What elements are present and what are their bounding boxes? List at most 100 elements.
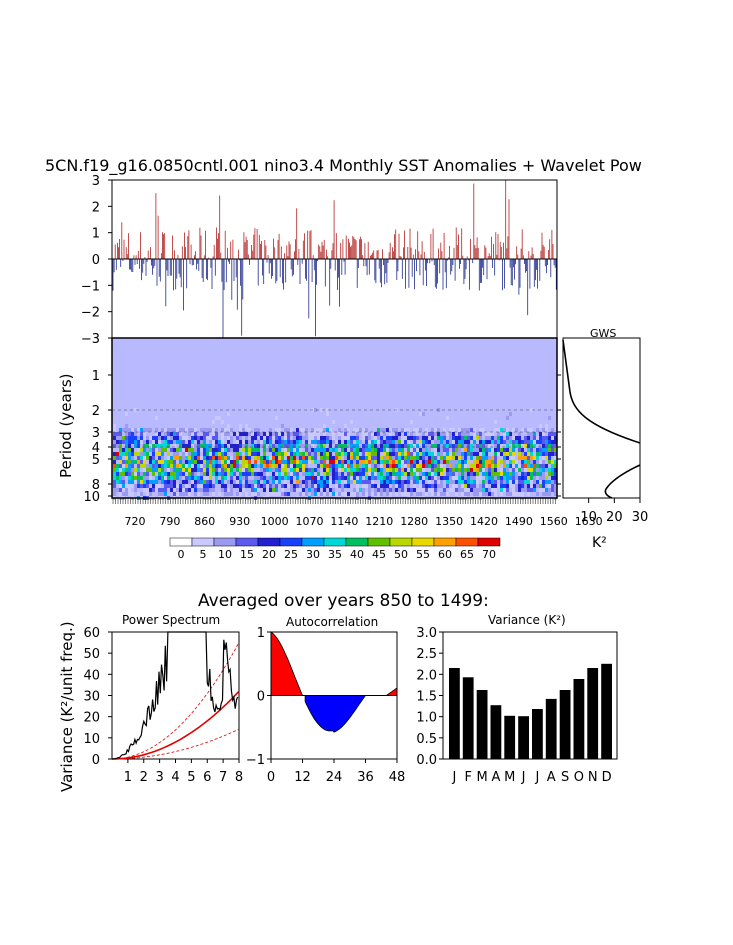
- wavelet-cell: [221, 452, 224, 456]
- wavelet-cell: [263, 480, 266, 484]
- wavelet-cell: [221, 432, 224, 436]
- wavelet-cell: [188, 440, 191, 444]
- wavelet-cell: [329, 436, 332, 440]
- wavelet-cell: [356, 432, 359, 436]
- wavelet-y-tick-label: 3: [92, 426, 100, 441]
- wavelet-cell: [299, 440, 302, 444]
- wavelet-cell: [131, 492, 134, 496]
- wavelet-cell: [317, 432, 320, 436]
- wavelet-cell: [128, 472, 131, 476]
- wavelet-cell: [257, 480, 260, 484]
- wavelet-cell: [380, 472, 383, 476]
- autocorrelation-positive-area: [270, 631, 306, 696]
- wavelet-cell: [434, 468, 437, 472]
- wavelet-cell: [260, 464, 263, 468]
- wavelet-cell: [476, 464, 479, 468]
- wavelet-cell: [335, 492, 338, 496]
- colorbar-tick-label: 50: [394, 548, 408, 561]
- wavelet-cell: [554, 484, 557, 488]
- wavelet-cell: [398, 448, 401, 452]
- wavelet-cell: [239, 484, 242, 488]
- wavelet-cell: [419, 468, 422, 472]
- wavelet-cell: [143, 476, 146, 480]
- wavelet-cell: [275, 452, 278, 456]
- wavelet-cell: [431, 452, 434, 456]
- wavelet-cell: [278, 456, 281, 460]
- wavelet-cell: [245, 472, 248, 476]
- wavelet-cell: [197, 452, 200, 456]
- wavelet-cell: [305, 492, 308, 496]
- wavelet-cell: [416, 456, 419, 460]
- wavelet-cell: [308, 432, 311, 436]
- wavelet-cell: [191, 460, 194, 464]
- gws-frame: [562, 337, 641, 499]
- wavelet-cell: [245, 436, 248, 440]
- figure-title: 5CN.f19_g16.0850cntl.001 nino3.4 Monthly…: [45, 156, 642, 176]
- wavelet-cell: [227, 412, 230, 416]
- wavelet-cell: [506, 448, 509, 452]
- wavelet-cell: [425, 440, 428, 444]
- wavelet-cell: [371, 448, 374, 452]
- wavelet-cell: [299, 480, 302, 484]
- wavelet-cell: [437, 480, 440, 484]
- wavelet-cell: [125, 488, 128, 492]
- wavelet-cell: [212, 420, 215, 424]
- wavelet-cell: [236, 452, 239, 456]
- wavelet-cell: [425, 488, 428, 492]
- wavelet-cell: [503, 476, 506, 480]
- wavelet-cell: [491, 432, 494, 436]
- wavelet-cell: [302, 428, 305, 432]
- wavelet-cell: [353, 488, 356, 492]
- wavelet-cell: [188, 428, 191, 432]
- wavelet-cell: [173, 452, 176, 456]
- wavelet-cell: [299, 452, 302, 456]
- wavelet-cell: [392, 480, 395, 484]
- wavelet-cell: [437, 460, 440, 464]
- wavelet-cell: [221, 420, 224, 424]
- wavelet-cell: [422, 452, 425, 456]
- wavelet-cell: [200, 444, 203, 448]
- wavelet-cell: [296, 476, 299, 480]
- wavelet-cell: [122, 464, 125, 468]
- wavelet-cell: [332, 464, 335, 468]
- wavelet-cell: [302, 492, 305, 496]
- wavelet-cell: [170, 440, 173, 444]
- wavelet-cell: [155, 432, 158, 436]
- wavelet-cell: [410, 488, 413, 492]
- wavelet-cell: [194, 448, 197, 452]
- wavelet-cell: [338, 432, 341, 436]
- wavelet-cell: [350, 444, 353, 448]
- wavelet-cell: [527, 476, 530, 480]
- wavelet-cell: [476, 492, 479, 496]
- wavelet-cell: [335, 480, 338, 484]
- wavelet-cell: [536, 464, 539, 468]
- wavelet-cell: [260, 460, 263, 464]
- wavelet-cell: [176, 476, 179, 480]
- wavelet-cell: [494, 420, 497, 424]
- wavelet-cell: [116, 468, 119, 472]
- wavelet-cell: [524, 436, 527, 440]
- wavelet-cell: [335, 468, 338, 472]
- wavelet-cell: [158, 436, 161, 440]
- wavelet-cell: [326, 456, 329, 460]
- wavelet-cell: [131, 472, 134, 476]
- wavelet-cell: [458, 472, 461, 476]
- wavelet-cell: [491, 480, 494, 484]
- wavelet-cell: [530, 440, 533, 444]
- power-spectrum-lower-bound: [112, 728, 240, 760]
- wavelet-cell: [449, 432, 452, 436]
- wavelet-cell: [182, 484, 185, 488]
- wavelet-cell: [434, 444, 437, 448]
- wavelet-cell: [197, 460, 200, 464]
- wavelet-cell: [542, 428, 545, 432]
- wavelet-cell: [536, 480, 539, 484]
- wavelet-cell: [128, 452, 131, 456]
- wavelet-cell: [170, 456, 173, 460]
- wavelet-cell: [128, 476, 131, 480]
- wavelet-cell: [542, 468, 545, 472]
- wavelet-cell: [440, 484, 443, 488]
- power-spectrum-y-tick-label: 30: [83, 690, 100, 705]
- wavelet-cell: [371, 480, 374, 484]
- wavelet-cell: [218, 492, 221, 496]
- wavelet-cell: [308, 472, 311, 476]
